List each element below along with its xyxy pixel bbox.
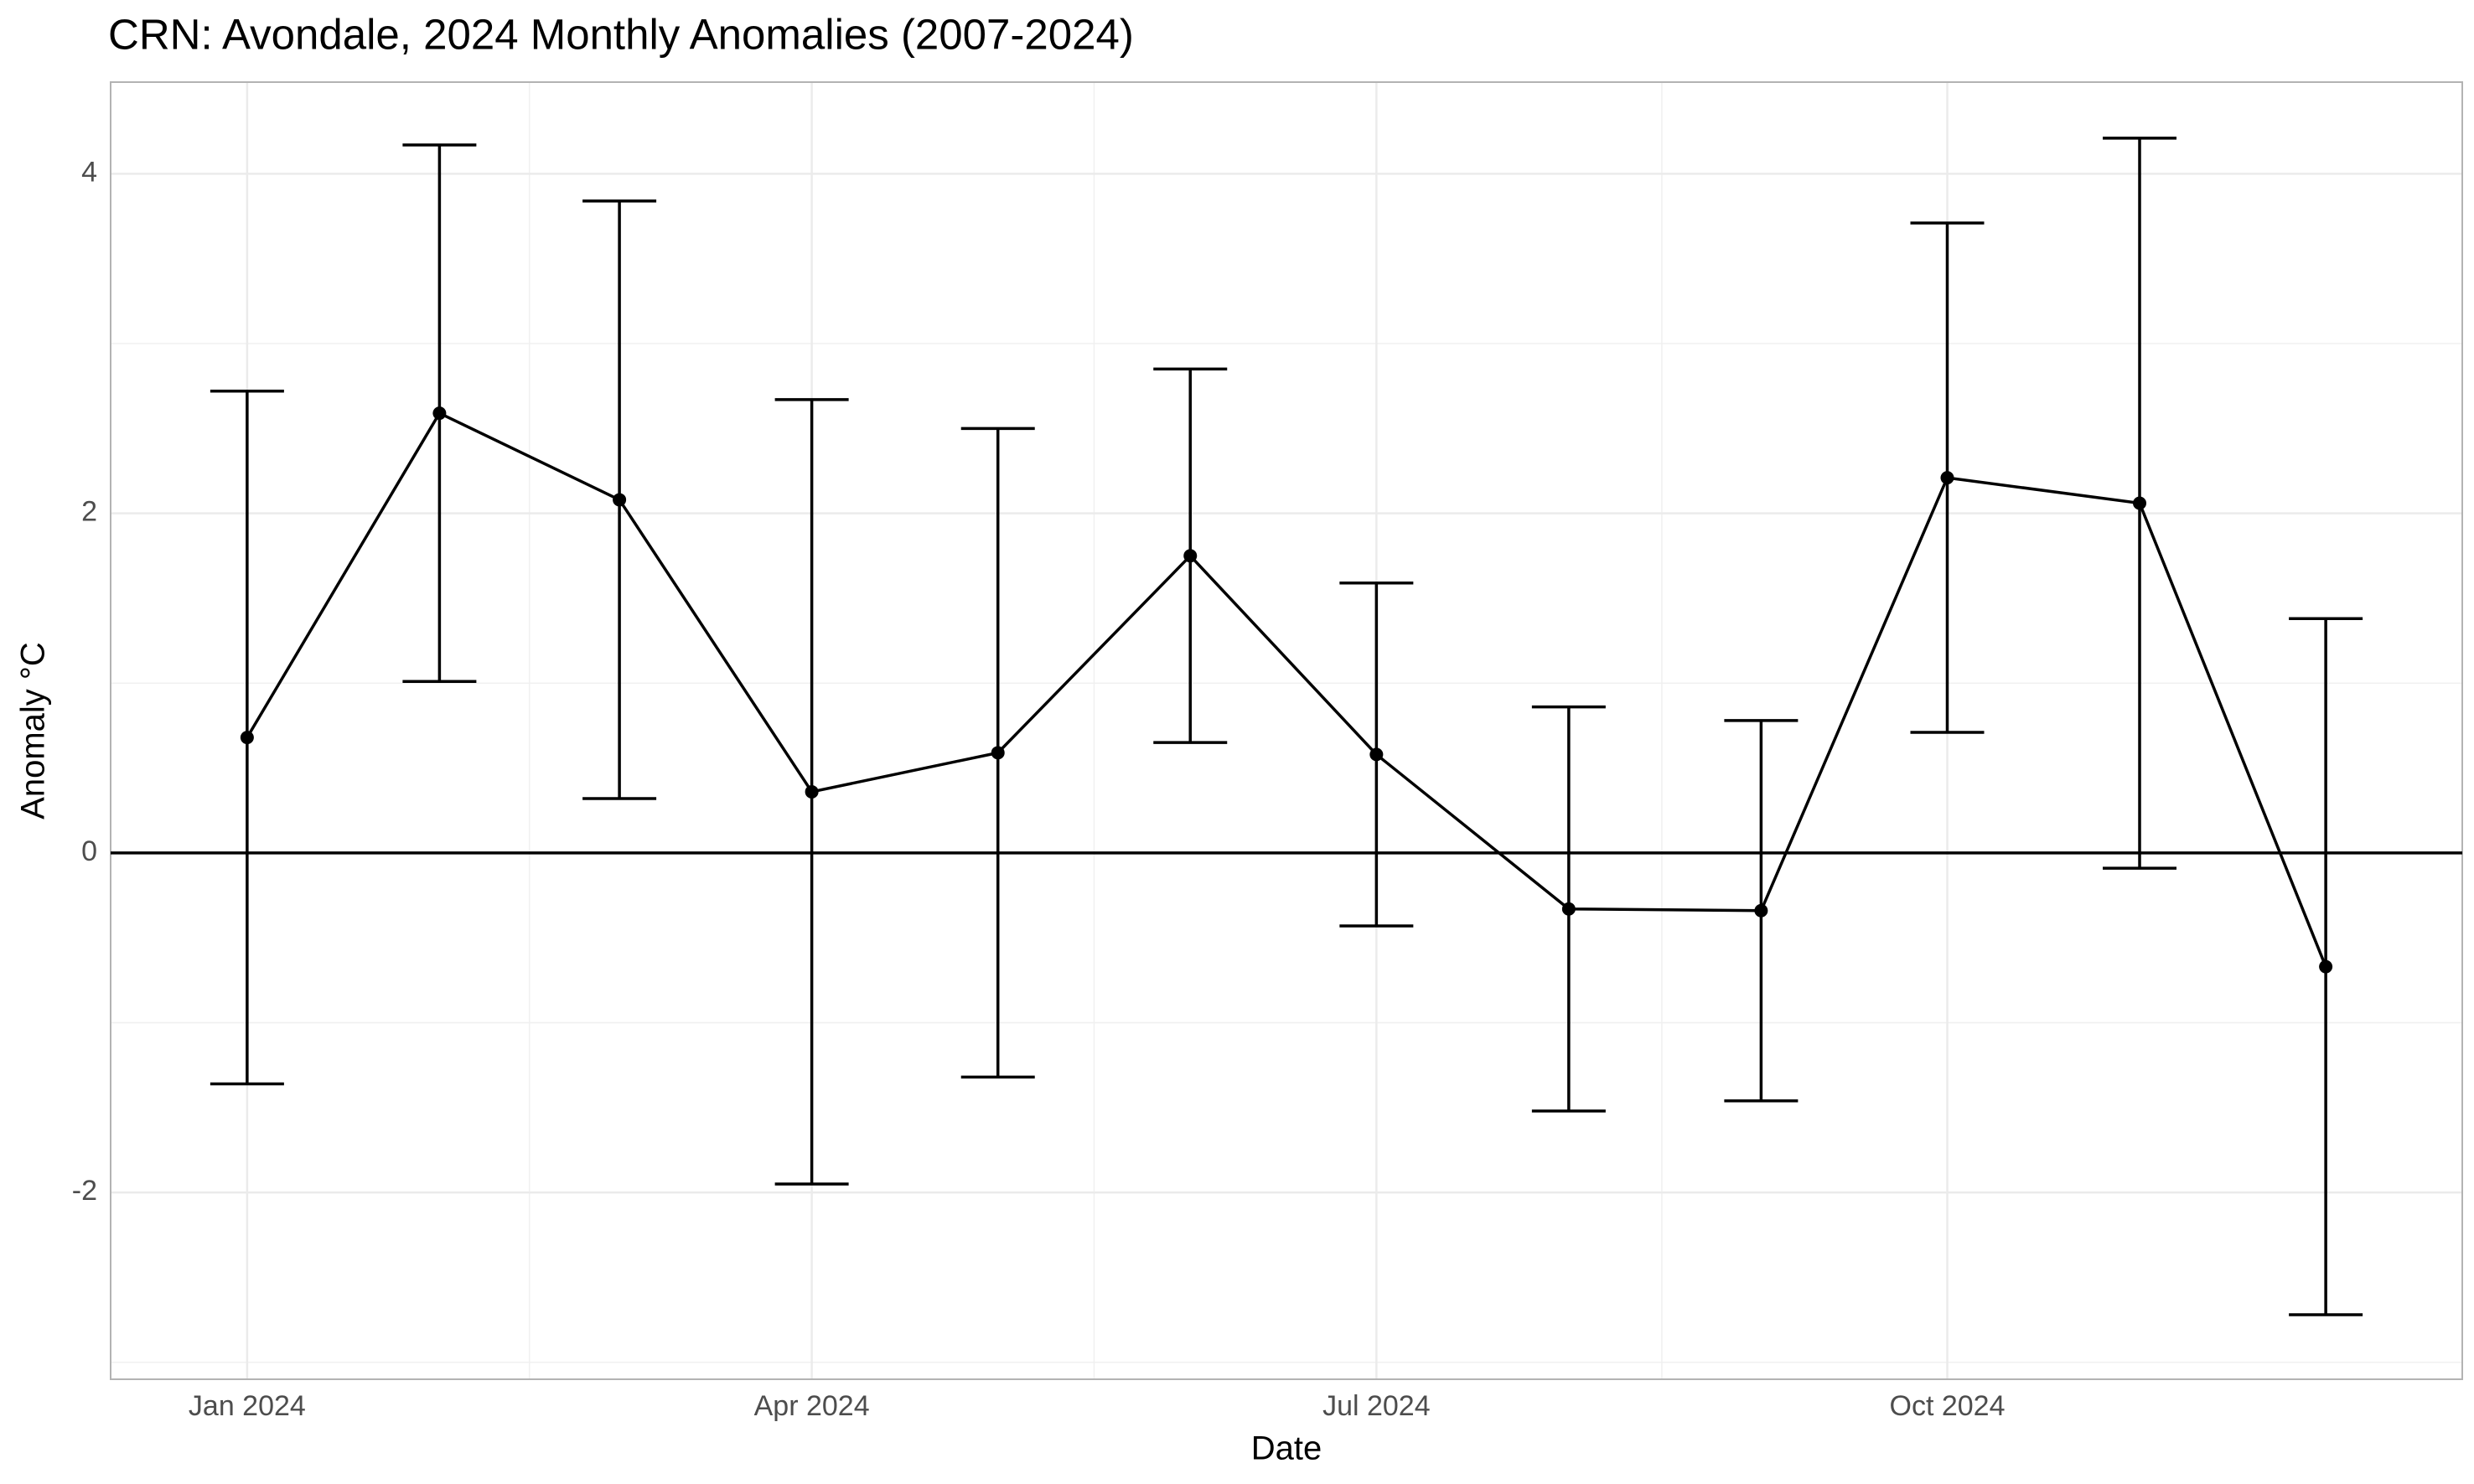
y-tick-label: 2	[81, 496, 97, 528]
point	[1561, 902, 1576, 916]
x-tick-label: Apr 2024	[754, 1390, 870, 1422]
point	[1183, 549, 1198, 563]
panel-border	[110, 81, 2463, 1380]
x-tick-label: Jan 2024	[189, 1390, 306, 1422]
chart-title: CRN: Avondale, 2024 Monthly Anomalies (2…	[108, 10, 1134, 58]
y-axis-title: Anomaly °C	[15, 642, 52, 820]
point	[240, 731, 254, 745]
y-tick-label: 0	[81, 835, 97, 867]
point	[1369, 747, 1384, 762]
x-tick-label: Oct 2024	[1890, 1390, 2006, 1422]
point	[1940, 471, 1954, 485]
point	[432, 406, 447, 421]
line	[246, 411, 2327, 968]
x-axis-title: Date	[1251, 1430, 1322, 1467]
point	[2319, 959, 2333, 974]
y-tick-label: -2	[72, 1175, 97, 1207]
point	[1754, 903, 1768, 918]
x-tick-label: Jul 2024	[1322, 1390, 1431, 1422]
point	[991, 746, 1005, 760]
point	[613, 493, 627, 507]
y-tick-label: 4	[81, 156, 97, 188]
point	[2133, 496, 2147, 510]
point	[805, 784, 819, 799]
